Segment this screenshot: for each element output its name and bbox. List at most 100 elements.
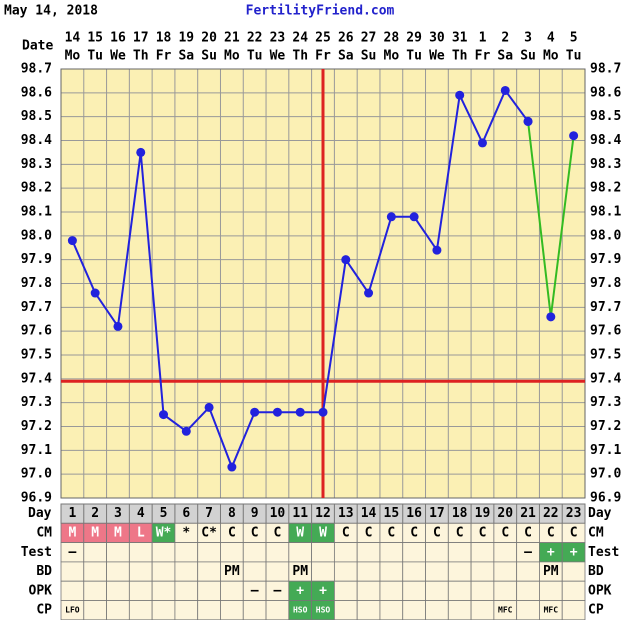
cycle-day: 7 [205, 506, 213, 521]
weekday-label: We [270, 49, 286, 64]
y-tick-label-right: 97.8 [590, 276, 621, 291]
y-tick-label: 97.1 [21, 443, 52, 458]
cell [151, 542, 176, 563]
cell-text: – [274, 583, 282, 598]
cell [447, 580, 472, 601]
temperature-point [364, 288, 374, 298]
temperature-point [90, 288, 100, 298]
weekday-label: Mo [543, 49, 559, 64]
cycle-day: 20 [497, 506, 513, 521]
cell [333, 542, 358, 563]
cell-text: C [387, 525, 395, 540]
cell [516, 561, 540, 582]
y-tick-label: 98.0 [21, 228, 52, 243]
y-tick-label: 98.4 [21, 133, 52, 148]
y-tick-label: 98.5 [21, 109, 52, 124]
site-name: FertilityFriend.com [246, 4, 395, 19]
cell [174, 542, 199, 563]
y-tick-label-right: 98.4 [590, 133, 621, 148]
cell [242, 542, 267, 563]
weekday-label: Th [292, 49, 308, 64]
cell-text: C [365, 525, 373, 540]
row-label: Test [21, 545, 52, 560]
temperature-point [341, 255, 351, 265]
cycle-day: 17 [429, 506, 445, 521]
cell [379, 600, 404, 620]
date-label: 19 [178, 31, 194, 46]
cell-text: C [547, 525, 555, 540]
cell [174, 580, 199, 601]
cell [356, 561, 381, 582]
cell-text: M [68, 525, 76, 540]
cell-text: * [182, 525, 190, 540]
y-tick-label: 98.2 [21, 181, 52, 196]
date-label: 22 [247, 31, 263, 46]
date-label: 14 [65, 31, 81, 46]
cell [356, 542, 381, 563]
cell-text: W* [156, 525, 172, 540]
cell [242, 600, 267, 620]
date-label: Date [22, 39, 53, 54]
y-tick-label-right: 97.7 [590, 300, 621, 315]
cell-text: C [342, 525, 350, 540]
cycle-day: 23 [566, 506, 582, 521]
cell [425, 580, 449, 601]
cell-text: C [570, 525, 578, 540]
temperature-point [318, 407, 328, 417]
cell [83, 561, 107, 582]
y-tick-label: 98.7 [21, 62, 52, 77]
cell [197, 600, 221, 620]
weekday-label: Tu [247, 49, 263, 64]
cell-text: L [137, 525, 145, 540]
y-tick-label-right: 96.9 [590, 491, 621, 506]
y-tick-label: 97.8 [21, 276, 52, 291]
cycle-day: 1 [68, 506, 76, 521]
cell [106, 600, 130, 620]
y-tick-label: 97.6 [21, 324, 52, 339]
y-tick-label: 98.1 [21, 205, 52, 220]
cycle-day: 12 [315, 506, 331, 521]
cell-text: C [456, 525, 464, 540]
cell [402, 561, 426, 582]
row-label-right: CP [588, 603, 604, 618]
date-label: 25 [315, 31, 331, 46]
cell [356, 580, 381, 601]
cell [379, 580, 404, 601]
cell [539, 580, 563, 601]
cell-text: M [114, 525, 122, 540]
cell [425, 600, 449, 620]
cell-text: PM [543, 564, 559, 579]
cycle-day: 15 [384, 506, 400, 521]
y-tick-label: 96.9 [21, 491, 52, 506]
cell [265, 561, 290, 582]
cell [220, 542, 244, 563]
cycle-day: 16 [406, 506, 422, 521]
cell [447, 600, 472, 620]
cell-text: C* [201, 525, 217, 540]
cell [265, 600, 290, 620]
row-label: Day [28, 506, 52, 521]
date-label: 17 [133, 31, 149, 46]
cell [174, 600, 199, 620]
cell [128, 561, 153, 582]
cell-text: + [319, 583, 327, 598]
cycle-day: 21 [520, 506, 536, 521]
row-label: BD [36, 564, 52, 579]
temperature-point [67, 236, 77, 246]
weekday-label: Sa [497, 49, 513, 64]
cell [402, 542, 426, 563]
cell-text: – [524, 545, 532, 560]
cell [447, 561, 472, 582]
row-label: OPK [29, 583, 53, 598]
cell-text: PM [292, 564, 308, 579]
cell-text: M [91, 525, 99, 540]
date-label: 20 [201, 31, 217, 46]
cell [83, 580, 107, 601]
cell [242, 561, 267, 582]
row-label-right: Day [588, 506, 612, 521]
date-label: 1 [479, 31, 487, 46]
y-tick-label: 97.5 [21, 348, 52, 363]
cycle-day: 13 [338, 506, 354, 521]
temperature-point [136, 147, 146, 157]
